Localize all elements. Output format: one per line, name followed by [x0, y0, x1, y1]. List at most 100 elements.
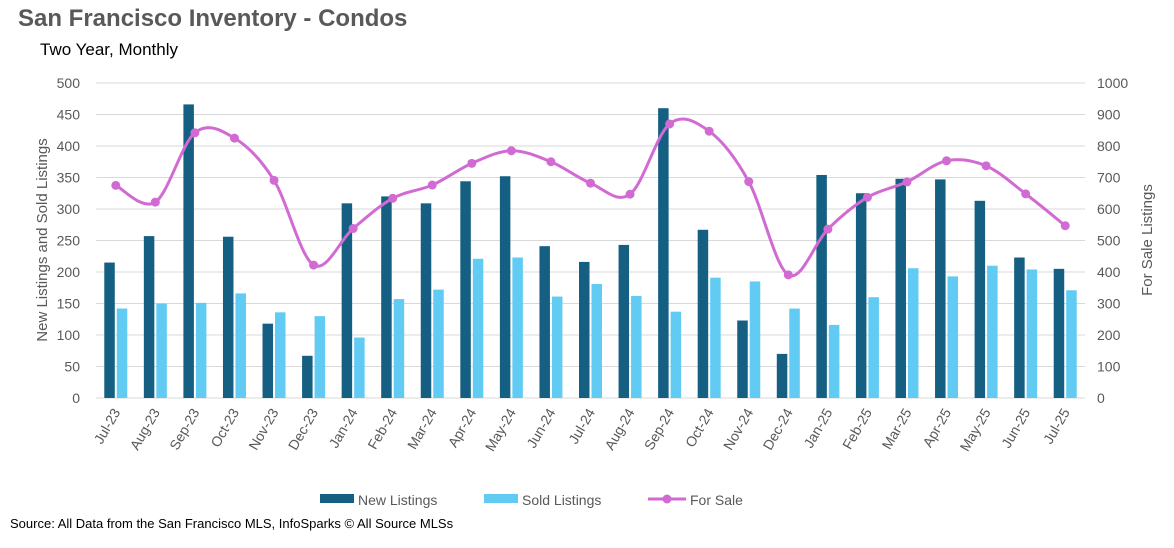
bar-sold-listings	[275, 312, 286, 398]
bar-new-listings	[776, 353, 788, 398]
y-tick-label: 250	[57, 233, 81, 249]
bar-sold-listings	[987, 265, 998, 398]
bar-sold-listings	[828, 324, 840, 398]
bar-new-listings	[143, 236, 155, 398]
bar-new-listings	[658, 108, 669, 398]
bar-new-listings	[579, 261, 590, 398]
bar-sold-listings	[472, 258, 484, 398]
bar-new-listings	[302, 355, 313, 398]
legend-label-sold-listings: Sold Listings	[522, 492, 601, 508]
x-tick-label: Apr-24	[445, 405, 480, 450]
y-tick-label: 500	[57, 75, 81, 91]
x-tick-label: Aug-24	[601, 405, 638, 452]
point-for-sale	[348, 224, 358, 234]
x-tick-label: Mar-25	[879, 405, 915, 452]
x-tick-label: Jan-25	[800, 405, 835, 450]
bar-sold-listings	[1066, 290, 1077, 398]
point-for-sale	[1060, 221, 1070, 231]
y-axis-title-right: For Sale Listings	[1139, 184, 1156, 296]
bar-new-listings	[539, 246, 550, 398]
y2-tick-label: 200	[1097, 327, 1121, 343]
x-tick-label: Sep-23	[166, 405, 203, 452]
point-for-sale	[981, 161, 991, 171]
point-for-sale	[506, 146, 516, 156]
source-note: Source: All Data from the San Francisco …	[10, 516, 454, 531]
bar-new-listings	[855, 193, 867, 398]
bar-sold-listings	[868, 297, 879, 398]
x-tick-label: Jun-25	[998, 405, 1033, 450]
legend-label-for-sale: For Sale	[690, 492, 743, 508]
y2-tick-label: 400	[1097, 264, 1121, 280]
bar-new-listings	[104, 262, 115, 398]
bar-sold-listings	[195, 302, 207, 398]
bar-sold-listings	[1026, 269, 1038, 398]
bar-sold-listings	[710, 277, 721, 398]
x-tick-label: Jun-24	[523, 405, 558, 450]
y-tick-label: 200	[57, 264, 81, 280]
y2-tick-label: 800	[1097, 138, 1121, 154]
x-tick-label: Aug-23	[127, 405, 164, 452]
point-for-sale	[783, 270, 793, 280]
bar-new-listings	[618, 244, 630, 398]
point-for-sale	[823, 224, 833, 234]
bar-new-listings	[737, 320, 748, 398]
point-for-sale	[942, 156, 952, 166]
legend-marker-for-sale	[662, 494, 672, 504]
bar-sold-listings	[393, 299, 405, 398]
point-for-sale	[546, 157, 556, 167]
bar-sold-listings	[512, 257, 523, 398]
x-tick-label: Sep-24	[641, 405, 678, 452]
bar-new-listings	[222, 236, 234, 398]
x-tick-label: Nov-24	[720, 405, 757, 452]
x-tick-label: Feb-24	[364, 405, 400, 452]
y2-tick-label: 300	[1097, 296, 1121, 312]
bar-new-listings	[381, 196, 392, 398]
x-tick-label: Oct-24	[682, 405, 717, 450]
point-for-sale	[150, 197, 160, 207]
point-for-sale	[862, 192, 872, 202]
bar-new-listings	[1053, 268, 1065, 398]
point-for-sale	[625, 189, 635, 199]
point-for-sale	[309, 260, 319, 270]
bar-sold-listings	[907, 268, 919, 398]
y-tick-label: 350	[57, 170, 81, 186]
point-for-sale	[111, 180, 121, 190]
gridlines	[96, 82, 1085, 399]
bar-new-listings	[262, 323, 274, 398]
point-for-sale	[704, 126, 714, 136]
bar-new-listings	[816, 174, 827, 398]
point-for-sale	[586, 178, 595, 188]
legend-swatch-new-listings	[320, 494, 354, 503]
bar-new-listings	[499, 176, 511, 398]
y2-tick-label: 900	[1097, 107, 1121, 123]
bar-new-listings	[935, 179, 946, 398]
point-for-sale	[902, 177, 912, 187]
y-tick-label: 0	[72, 390, 80, 406]
bar-new-listings	[341, 203, 353, 398]
bar-sold-listings	[314, 316, 326, 398]
y-tick-label: 450	[57, 107, 81, 123]
x-tick-label: Nov-23	[245, 405, 282, 452]
point-for-sale	[744, 177, 754, 187]
y-tick-label: 300	[57, 201, 81, 217]
y2-tick-label: 700	[1097, 170, 1121, 186]
legend-label-new-listings: New Listings	[358, 492, 437, 508]
y-tick-label: 150	[57, 296, 81, 312]
bar-sold-listings	[116, 308, 128, 398]
bar-sold-listings	[591, 283, 602, 398]
point-for-sale	[427, 180, 437, 190]
bar-new-listings	[697, 229, 709, 398]
bar-sold-listings	[789, 308, 800, 398]
bar-sold-listings	[551, 296, 563, 398]
bar-sold-listings	[670, 311, 682, 398]
y2-tick-label: 1000	[1097, 75, 1128, 91]
legend-swatch-sold-listings	[484, 494, 518, 503]
x-tick-label: Jul-23	[90, 405, 123, 446]
bar-new-listings	[1014, 257, 1025, 398]
bar-new-listings	[183, 104, 194, 399]
x-tick-label: Feb-25	[839, 405, 875, 452]
for-sale-line	[111, 117, 1070, 280]
y2-tick-label: 100	[1097, 359, 1121, 375]
point-for-sale	[229, 133, 239, 143]
